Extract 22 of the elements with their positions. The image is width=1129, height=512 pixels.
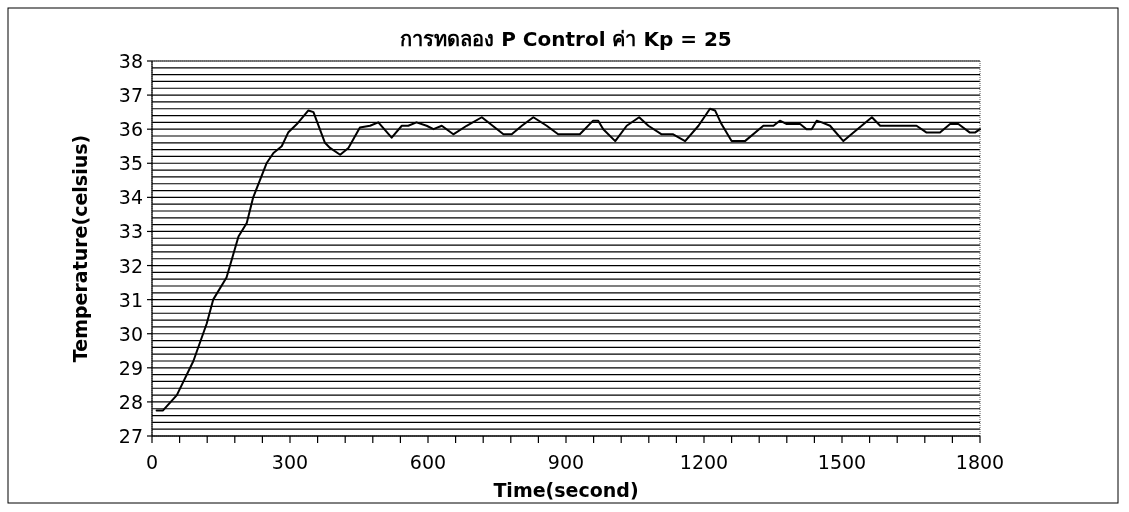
x-tick-label: 1800 [955,451,1005,473]
y-tick-label: 38 [118,50,143,72]
x-tick-label: 1200 [679,451,729,473]
y-tick-label: 27 [118,425,143,447]
x-tick-label: 900 [547,451,585,473]
y-tick-label: 34 [118,186,143,209]
y-tick-label: 29 [118,356,143,379]
y-tick-label: 35 [118,152,143,175]
x-tick-label: 600 [409,451,447,473]
y-tick-label: 36 [118,118,143,141]
x-tick-label: 300 [271,451,309,473]
y-tick-label: 31 [118,288,143,311]
x-tick-label: 0 [145,451,159,473]
chart-title: การทดลอง P Control ค่า Kp = 25 [400,27,732,51]
y-tick-label: 28 [118,390,143,413]
y-axis-title: Temperature(celsius) [69,134,91,363]
y-tick-label: 37 [118,84,143,107]
x-tick-label: 1500 [817,451,867,473]
y-tick-label: 32 [118,254,143,277]
x-axis-title: Time(second) [493,479,639,501]
y-tick-label: 33 [118,220,143,243]
y-tick-label: 30 [118,322,143,345]
